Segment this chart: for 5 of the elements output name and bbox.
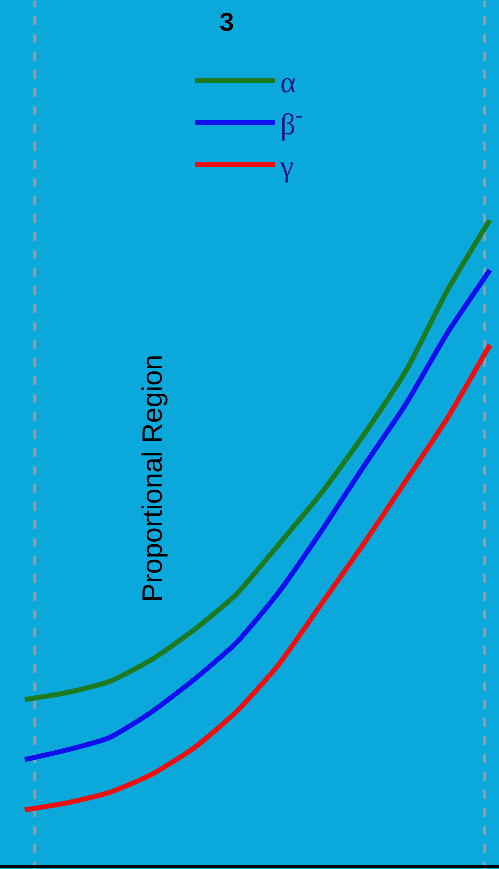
- legend-label: β$^{-}$: [280, 102, 303, 142]
- legend-label: γ: [280, 150, 294, 184]
- legend-label: α: [280, 66, 296, 100]
- annotation: Proportional Region: [137, 354, 168, 602]
- chart-title: 3: [220, 7, 234, 38]
